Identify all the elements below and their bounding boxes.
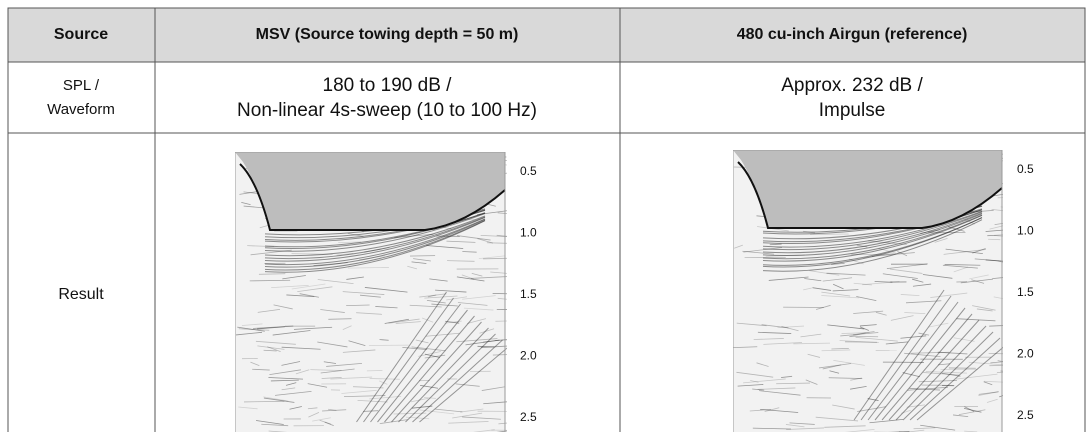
axis-label: 0.5 [1017, 162, 1034, 176]
axis-label: 2.0 [1017, 347, 1034, 361]
axis-label: 1.5 [520, 287, 537, 301]
cell-text: Impulse [819, 100, 886, 121]
cell-text: 180 to 190 dB / [323, 75, 453, 96]
axis-label: 2.0 [520, 349, 537, 363]
cell-text: Result [58, 286, 104, 303]
cell-text: Waveform [47, 101, 115, 118]
cell-text: Non-linear 4s-sweep (10 to 100 Hz) [237, 100, 537, 121]
header-cell: MSV (Source towing depth = 50 m) [256, 26, 519, 43]
texture [363, 148, 388, 153]
cell-text: SPL / [63, 77, 100, 94]
axis-label: 0.5 [520, 164, 537, 178]
header-cell: Source [54, 26, 108, 43]
cell-text: Approx. 232 dB / [781, 75, 923, 96]
axis-label: 1.0 [520, 226, 537, 240]
texture [989, 365, 1009, 366]
texture [1000, 371, 1034, 374]
header-cell: 480 cu-inch Airgun (reference) [737, 26, 968, 43]
seismic-image [235, 148, 539, 432]
texture [1001, 207, 1029, 209]
texture [850, 336, 878, 337]
seismic-image [733, 150, 1034, 432]
axis-label: 1.5 [1017, 285, 1034, 299]
axis-label: 2.5 [520, 410, 537, 424]
axis-label: 1.0 [1017, 224, 1034, 238]
axis-label: 2.5 [1017, 408, 1034, 422]
